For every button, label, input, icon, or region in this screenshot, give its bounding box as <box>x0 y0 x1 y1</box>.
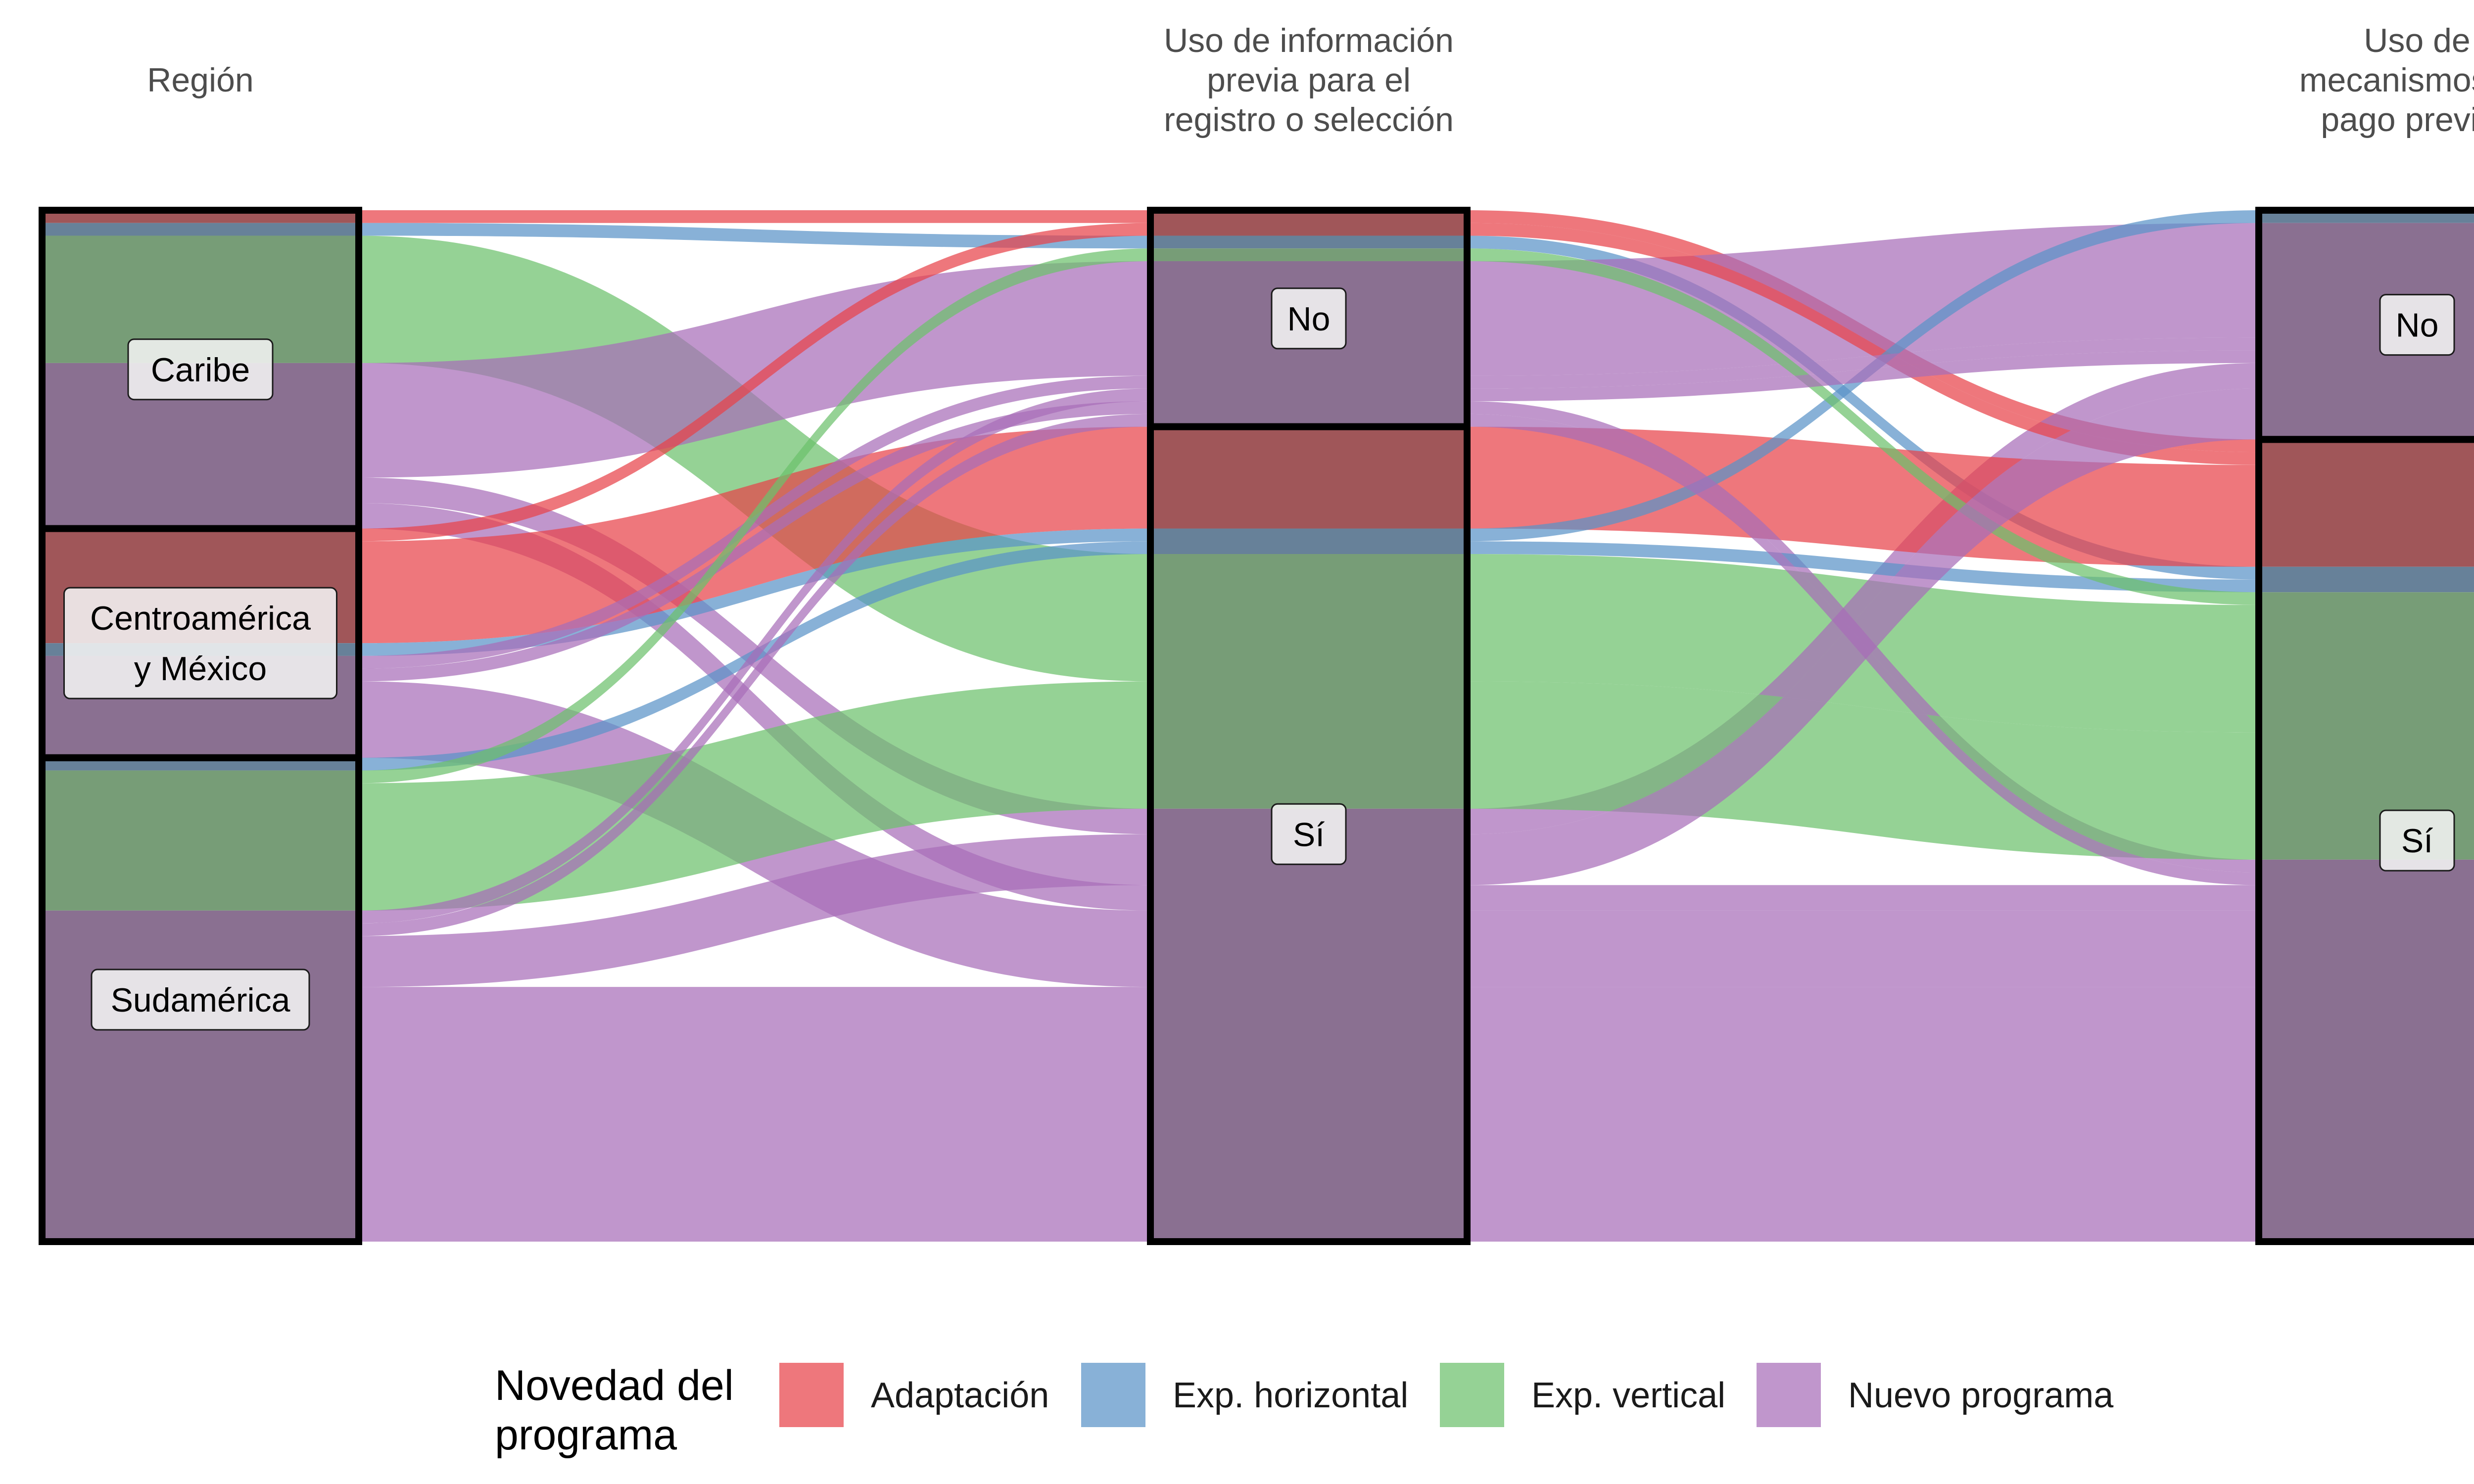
flow-caribe-to-no-exp-horizontal <box>359 223 1150 249</box>
stratum-label-region-caribe: Caribe <box>127 338 274 401</box>
stratum-label-text: No <box>1287 300 1331 338</box>
flow-sudamerica-to-no-nuevo-programa <box>359 388 1150 924</box>
stratum-band-pago-si-exp-horizontal <box>2259 566 2474 593</box>
stratum-label-text: Centroamérica <box>90 600 311 637</box>
legend-swatch <box>1081 1363 1145 1427</box>
flow-no-to-no-nuevo-programa <box>1467 223 2259 376</box>
flow-si-to-no-nuevo-programa <box>1467 388 2259 885</box>
stratum-band-region-sudamerica-exp-vertical <box>42 770 359 911</box>
stratum-label-text: y México <box>134 650 267 688</box>
flow-caribe-to-si-nuevo-programa <box>359 503 1150 911</box>
flow-no-to-si-exp-vertical <box>1467 248 2259 605</box>
stratum-band-info-no-exp-horizontal <box>1150 235 1467 249</box>
flow-sudamerica-to-si-exp-vertical <box>359 681 1150 911</box>
stratum-label-text: Sí <box>2401 822 2433 860</box>
legend-item-adaptacion: Adaptación <box>779 1363 1049 1427</box>
flow-sudamerica-to-no-nuevo-programa <box>359 414 1150 936</box>
stratum-band-info-si-exp-vertical <box>1150 554 1467 809</box>
flow-si-to-no-nuevo-programa <box>1467 363 2259 835</box>
legend-item-exp-vertical: Exp. vertical <box>1440 1363 1725 1427</box>
flow-si-to-si-exp-horizontal <box>1467 541 2259 593</box>
legend-swatch <box>1440 1363 1504 1427</box>
stratum-label-box <box>1271 287 1347 350</box>
stratum-band-pago-si-adaptacion <box>2259 439 2474 567</box>
stratum-label-text: Sudamérica <box>111 981 290 1019</box>
flow-si-to-si-nuevo-programa <box>1467 987 2259 1242</box>
strata-labels-layer: Caribe Centroamérica y México Sudamérica No S… <box>63 287 2455 1031</box>
stratum-region-sudamerica <box>39 754 362 1245</box>
stratum-label-box <box>2379 294 2455 356</box>
legend-item-exp-horizontal: Exp. horizontal <box>1081 1363 1408 1427</box>
stratum-label-region-centroamerica-y-mexico: Centroamérica y México <box>63 587 337 699</box>
flow-si-to-si-exp-vertical <box>1467 681 2259 860</box>
axis-title-region: Región <box>147 61 254 99</box>
flow-no-to-no-nuevo-programa <box>1467 350 2259 402</box>
strata-box-layer <box>39 207 2474 1245</box>
axis-title-info: Uso de información previa para el registro… <box>1164 22 1454 139</box>
flow-no-to-no-nuevo-programa <box>1467 337 2259 389</box>
stratum-band-region-caribe-exp-horizontal <box>42 223 359 236</box>
stratum-band-info-si-nuevo-programa <box>1150 808 1467 1242</box>
stratum-label-box <box>2379 809 2455 872</box>
stratum-band-info-si-adaptacion <box>1150 426 1467 529</box>
flow-centroamerica-y-mexico-to-no-nuevo-programa <box>359 375 1150 669</box>
flow-centroamerica-y-mexico-to-no-nuevo-programa <box>359 401 1150 682</box>
flow-centroamerica-y-mexico-to-no-adaptacion <box>359 223 1150 542</box>
stratum-label-info-no: No <box>1271 287 1347 350</box>
legend-swatch <box>1757 1363 1821 1427</box>
legend-label: Nuevo programa <box>1848 1376 2114 1415</box>
stratum-label-text: Caribe <box>151 351 250 389</box>
stratum-label-box <box>63 587 337 699</box>
legend-label: Exp. horizontal <box>1173 1376 1408 1415</box>
stratum-band-info-no-exp-vertical <box>1150 248 1467 261</box>
legend-title: Novedad del programa <box>495 1362 734 1459</box>
stratum-label-box <box>91 969 310 1031</box>
axis-titles-layer: Región Uso de información previa para el re… <box>147 22 2474 139</box>
stratum-label-box <box>1271 803 1347 865</box>
legend-item-nuevo-programa: Nuevo programa <box>1757 1363 2114 1427</box>
stratum-label-info-si: Sí <box>1271 803 1347 865</box>
flow-no-to-si-adaptacion <box>1467 223 2259 465</box>
legend-label: Adaptación <box>871 1376 1049 1415</box>
stratum-band-pago-si-nuevo-programa <box>2259 859 2474 1242</box>
stratum-label-pago-no: No <box>2379 294 2455 356</box>
stratum-label-pago-si: Sí <box>2379 809 2455 872</box>
stratum-label-region-sudamerica: Sudamérica <box>91 969 310 1031</box>
stratum-info-si <box>1147 423 1471 1245</box>
flow-sudamerica-to-si-nuevo-programa <box>359 834 1150 987</box>
legend-swatch <box>779 1363 844 1427</box>
flows-layer <box>359 210 2259 1242</box>
flow-si-to-si-nuevo-programa <box>1467 885 2259 911</box>
flow-sudamerica-to-si-nuevo-programa <box>359 987 1150 1242</box>
stratum-label-text: No <box>2396 307 2439 344</box>
stratum-band-info-si-exp-horizontal <box>1150 528 1467 554</box>
stratum-label-box <box>127 338 274 401</box>
stratum-band-region-sudamerica-nuevo-programa <box>42 910 359 1242</box>
stratum-band-info-no-adaptacion <box>1150 210 1467 236</box>
flow-centroamerica-y-mexico-to-si-exp-horizontal <box>359 528 1150 656</box>
stratum-pago-si <box>2255 436 2474 1245</box>
legend: Novedad del programa Adaptación Exp. horizo… <box>495 1362 2114 1459</box>
stratum-label-text: Sí <box>1293 816 1325 853</box>
flow-no-to-si-exp-horizontal <box>1467 235 2259 580</box>
legend-label: Exp. vertical <box>1531 1376 1725 1415</box>
flow-sudamerica-to-no-exp-vertical <box>359 248 1150 784</box>
flow-si-to-si-nuevo-programa <box>1467 910 2259 987</box>
flow-caribe-to-no-adaptacion <box>359 210 1150 223</box>
